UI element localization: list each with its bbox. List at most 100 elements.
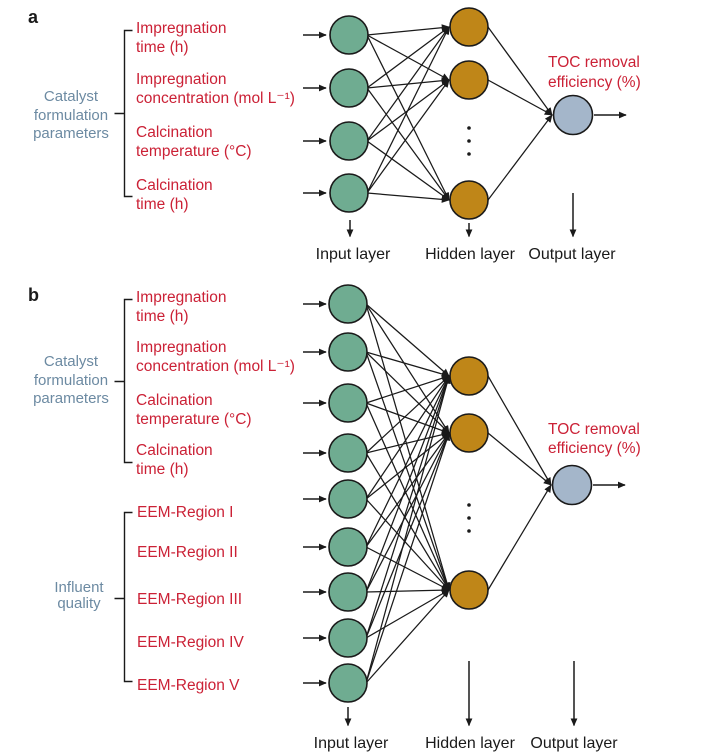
output-label-line: TOC removal — [548, 54, 640, 71]
connection-line — [365, 432, 450, 639]
input-label-line: temperature (°C) — [136, 411, 252, 428]
input-node — [328, 433, 368, 473]
connection-line — [366, 26, 450, 142]
input-node — [328, 479, 368, 519]
ellipsis-dot — [467, 152, 471, 156]
connection-line — [365, 452, 450, 591]
connection-line — [365, 546, 450, 591]
output-label-line: TOC removal — [548, 421, 640, 438]
connection-line — [366, 192, 450, 203]
layer-label: Hidden layer — [425, 735, 516, 752]
connection-line — [487, 79, 553, 116]
panel-a: a Catalyst formulation parameters Impreg… — [28, 7, 641, 263]
group-label-line: parameters — [33, 390, 109, 407]
connection-line — [366, 34, 450, 201]
input-node — [329, 15, 369, 55]
input-label-line: Impregnation — [136, 289, 226, 306]
output-node — [551, 464, 593, 506]
input-node — [328, 572, 368, 612]
connection-line — [365, 432, 450, 593]
input-label-line: time (h) — [136, 196, 189, 213]
connection-line — [365, 303, 451, 591]
ellipsis-dot — [467, 139, 471, 143]
input-node — [328, 527, 368, 567]
connection-line — [366, 79, 450, 194]
output-label-line: efficiency (%) — [548, 440, 641, 457]
group-bracket — [114, 298, 133, 464]
group-label-line: quality — [57, 595, 101, 612]
connection-line — [487, 114, 553, 201]
group-label-line: Catalyst — [44, 88, 99, 105]
input-label-line: temperature (°C) — [136, 143, 252, 160]
input-label-line: Calcination — [136, 442, 213, 459]
hidden-node — [449, 356, 489, 396]
hidden-node — [449, 413, 489, 453]
connection-line — [365, 351, 450, 591]
input-node — [328, 618, 368, 658]
input-label-line: EEM-Region II — [137, 544, 238, 561]
connection-line — [365, 589, 450, 684]
input-label-line: time (h) — [136, 461, 189, 478]
connection-line — [365, 432, 451, 684]
input-node — [329, 173, 369, 213]
panel-b: b Catalyst formulation parameters Influe… — [28, 284, 641, 752]
group-bracket — [114, 29, 133, 198]
panel-label: b — [28, 285, 39, 305]
input-label-line: Impregnation — [136, 20, 226, 37]
connection-line — [365, 375, 451, 639]
connection-line — [365, 375, 450, 500]
hidden-node — [449, 180, 489, 220]
layer-label: Input layer — [314, 735, 389, 752]
input-node — [328, 284, 368, 324]
connection-line — [365, 432, 450, 548]
ellipsis-dot — [467, 529, 471, 533]
connection-line — [365, 431, 450, 454]
input-node — [328, 332, 368, 372]
group-label-line: Influent — [54, 579, 104, 596]
connection-line — [366, 24, 450, 36]
group-label-line: formulation — [34, 372, 108, 389]
layer-label: Output layer — [528, 246, 616, 263]
connections — [365, 303, 552, 684]
group-label-line: Catalyst — [44, 353, 99, 370]
connections — [366, 24, 553, 203]
connection-line — [487, 484, 552, 591]
connection-line — [365, 375, 450, 454]
connection-line — [487, 432, 552, 486]
input-label-line: Impregnation — [136, 71, 226, 88]
connection-line — [366, 26, 450, 89]
input-label-line: Impregnation — [136, 339, 226, 356]
hidden-node — [449, 60, 489, 100]
connection-line — [487, 26, 553, 116]
input-label-line: time (h) — [136, 39, 189, 56]
connection-line — [365, 375, 450, 593]
layer-label: Input layer — [316, 246, 391, 263]
hidden-node — [449, 570, 489, 610]
connection-line — [365, 375, 450, 548]
output-node — [552, 94, 594, 136]
group-bracket — [114, 511, 133, 683]
connection-line — [365, 402, 450, 591]
ellipsis-dot — [467, 516, 471, 520]
connection-line — [366, 26, 450, 194]
input-label-line: concentration (mol L⁻¹) — [136, 90, 295, 107]
input-node — [329, 121, 369, 161]
connection-line — [365, 586, 450, 594]
ellipsis-dot — [467, 126, 471, 130]
input-label-line: EEM-Region I — [137, 504, 233, 521]
connection-line — [365, 374, 450, 404]
input-node — [329, 68, 369, 108]
ellipsis-dot — [467, 503, 471, 507]
input-label-line: EEM-Region III — [137, 591, 242, 608]
connection-line — [365, 375, 451, 684]
connection-line — [365, 303, 450, 377]
panel-label: a — [28, 7, 39, 27]
input-label-line: concentration (mol L⁻¹) — [136, 358, 295, 375]
input-node — [328, 663, 368, 703]
connection-line — [365, 351, 450, 378]
input-label-line: EEM-Region V — [137, 677, 240, 694]
input-node — [328, 383, 368, 423]
connection-line — [366, 87, 450, 201]
connection-line — [365, 432, 450, 500]
